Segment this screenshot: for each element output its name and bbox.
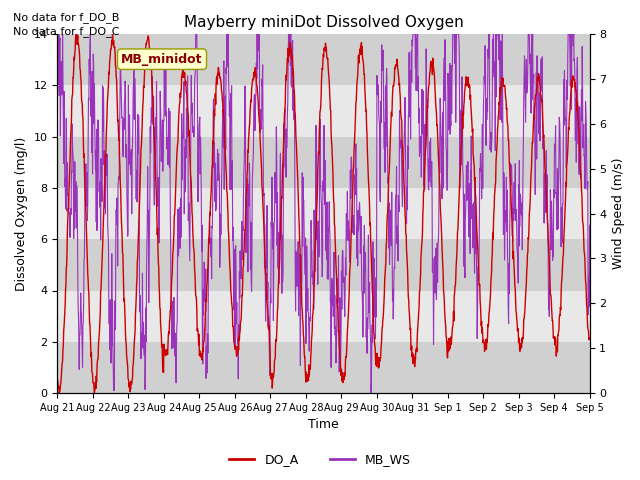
Y-axis label: Dissolved Oxygen (mg/l): Dissolved Oxygen (mg/l) — [15, 136, 28, 291]
Bar — [58, 290, 589, 342]
X-axis label: Time: Time — [308, 419, 339, 432]
Legend: DO_A, MB_WS: DO_A, MB_WS — [224, 448, 416, 471]
Title: Mayberry miniDot Dissolved Oxygen: Mayberry miniDot Dissolved Oxygen — [184, 15, 463, 30]
Bar — [58, 342, 589, 393]
Text: MB_minidot: MB_minidot — [121, 53, 203, 66]
Bar — [58, 188, 589, 239]
Bar — [58, 239, 589, 290]
Text: No data for f_DO_B: No data for f_DO_B — [13, 12, 119, 23]
Bar — [58, 34, 589, 85]
Bar — [58, 137, 589, 188]
Y-axis label: Wind Speed (m/s): Wind Speed (m/s) — [612, 158, 625, 269]
Bar — [58, 85, 589, 137]
Text: No data for f_DO_C: No data for f_DO_C — [13, 26, 119, 37]
